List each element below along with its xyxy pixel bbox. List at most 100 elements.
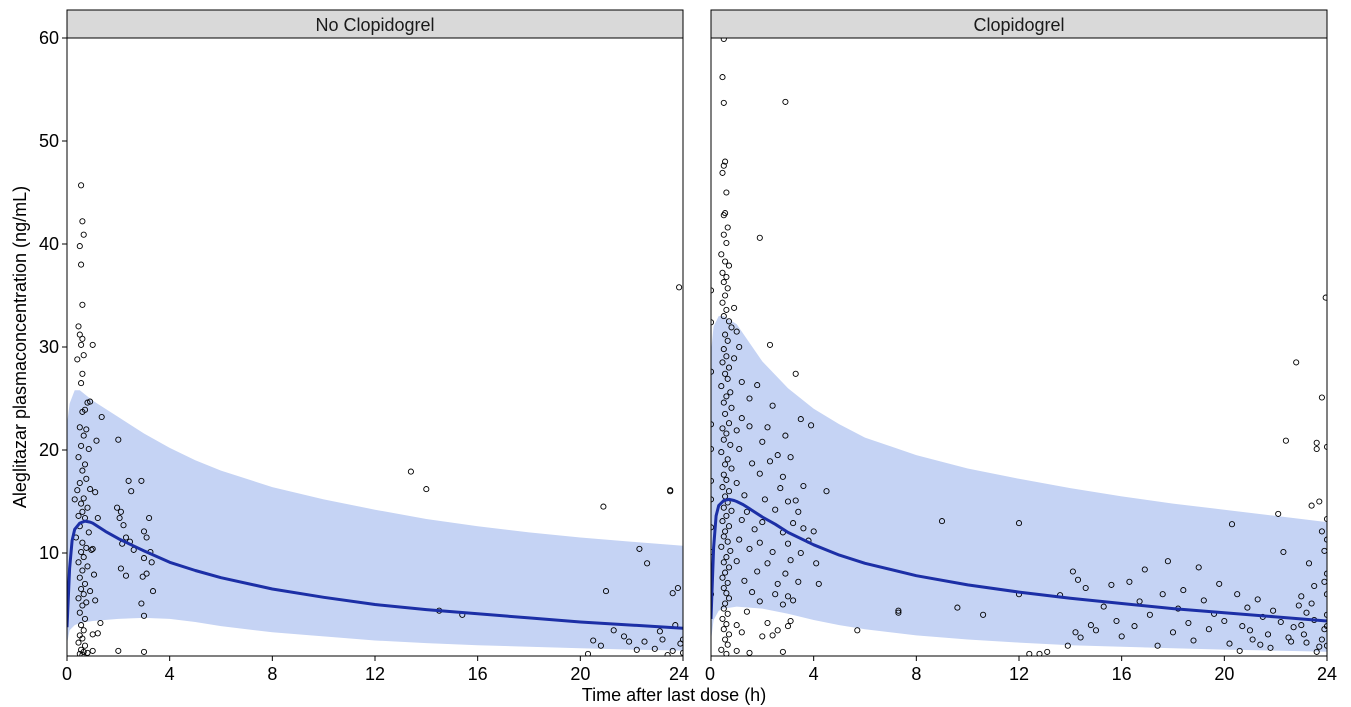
data-point: [724, 610, 731, 617]
data-point: [1074, 576, 1082, 583]
data-point: [738, 629, 745, 636]
data-point: [1300, 631, 1307, 638]
data-point: [736, 343, 743, 351]
data-point: [774, 452, 781, 459]
data-point: [1146, 611, 1153, 618]
data-point: [78, 442, 85, 449]
data-point: [80, 231, 87, 238]
data-point: [79, 508, 86, 515]
data-point: [1323, 570, 1327, 577]
data-point: [782, 570, 789, 577]
data-point: [1072, 629, 1079, 636]
data-point: [720, 584, 727, 592]
data-point: [1321, 547, 1327, 554]
data-point: [720, 533, 727, 540]
data-point: [1308, 502, 1315, 509]
data-point: [723, 621, 730, 628]
data-point: [813, 560, 820, 567]
data-point: [78, 380, 85, 387]
data-point: [84, 504, 91, 511]
data-point: [1298, 622, 1305, 629]
data-point: [75, 512, 82, 519]
x-tick-label: 0: [705, 664, 715, 684]
data-point: [800, 525, 807, 532]
data-point: [723, 273, 730, 281]
data-point: [790, 520, 797, 527]
data-point: [1290, 624, 1297, 631]
data-point: [1303, 639, 1310, 646]
data-point: [784, 498, 792, 505]
data-point: [98, 413, 105, 421]
data-point: [87, 486, 94, 493]
data-point: [725, 523, 733, 530]
data-point: [797, 549, 804, 557]
data-point: [1321, 578, 1327, 585]
data-point: [784, 593, 792, 600]
data-point: [722, 292, 729, 299]
x-tick-label: 20: [570, 664, 590, 684]
data-point: [423, 486, 430, 493]
data-point: [724, 538, 731, 545]
data-point: [76, 609, 83, 616]
data-point: [80, 591, 87, 598]
data-point: [94, 514, 101, 522]
data-point: [81, 615, 89, 622]
data-point: [718, 646, 725, 653]
data-point: [769, 632, 776, 639]
data-point: [733, 427, 740, 434]
data-point: [1126, 578, 1133, 585]
data-point: [1323, 515, 1327, 523]
data-point: [727, 547, 734, 554]
data-point: [83, 599, 90, 606]
data-point: [722, 370, 729, 377]
data-point: [720, 162, 727, 169]
data-point: [723, 554, 730, 561]
data-point: [724, 579, 731, 586]
data-point: [76, 479, 83, 487]
data-point: [954, 604, 961, 611]
data-point: [1226, 640, 1233, 647]
data-point: [80, 495, 87, 502]
data-point: [120, 522, 127, 529]
data-point: [1180, 587, 1187, 594]
data-point: [746, 423, 753, 430]
data-point: [718, 383, 725, 390]
data-point: [787, 557, 794, 564]
data-point: [746, 395, 753, 402]
data-point: [1026, 650, 1033, 656]
data-point: [79, 567, 86, 574]
data-point: [731, 355, 738, 362]
data-point: [719, 574, 726, 581]
data-point: [766, 458, 774, 465]
data-point: [1313, 439, 1320, 446]
data-point: [727, 389, 734, 396]
data-point: [1221, 617, 1228, 625]
data-point: [727, 441, 734, 448]
strip-label: No Clopidogrel: [315, 15, 434, 35]
data-point: [720, 346, 727, 353]
data-point: [140, 648, 148, 655]
data-point: [749, 460, 756, 467]
data-point: [76, 243, 83, 250]
data-point: [1303, 609, 1310, 616]
data-point: [731, 304, 738, 311]
data-point: [74, 487, 81, 494]
data-point: [733, 328, 740, 335]
data-point: [117, 565, 124, 572]
data-point: [719, 484, 726, 491]
data-point: [80, 352, 87, 359]
data-point: [83, 544, 90, 551]
data-point: [795, 578, 802, 585]
data-point: [722, 158, 729, 165]
data-point: [754, 382, 761, 389]
data-point: [92, 489, 99, 496]
data-point: [1118, 633, 1125, 640]
data-point: [669, 590, 676, 597]
data-point: [720, 504, 727, 511]
data-point: [718, 251, 725, 258]
data-point: [761, 496, 768, 503]
data-point: [1185, 619, 1192, 627]
data-point: [1316, 498, 1323, 505]
data-point: [720, 605, 727, 612]
strip-header: [710, 9, 1328, 39]
